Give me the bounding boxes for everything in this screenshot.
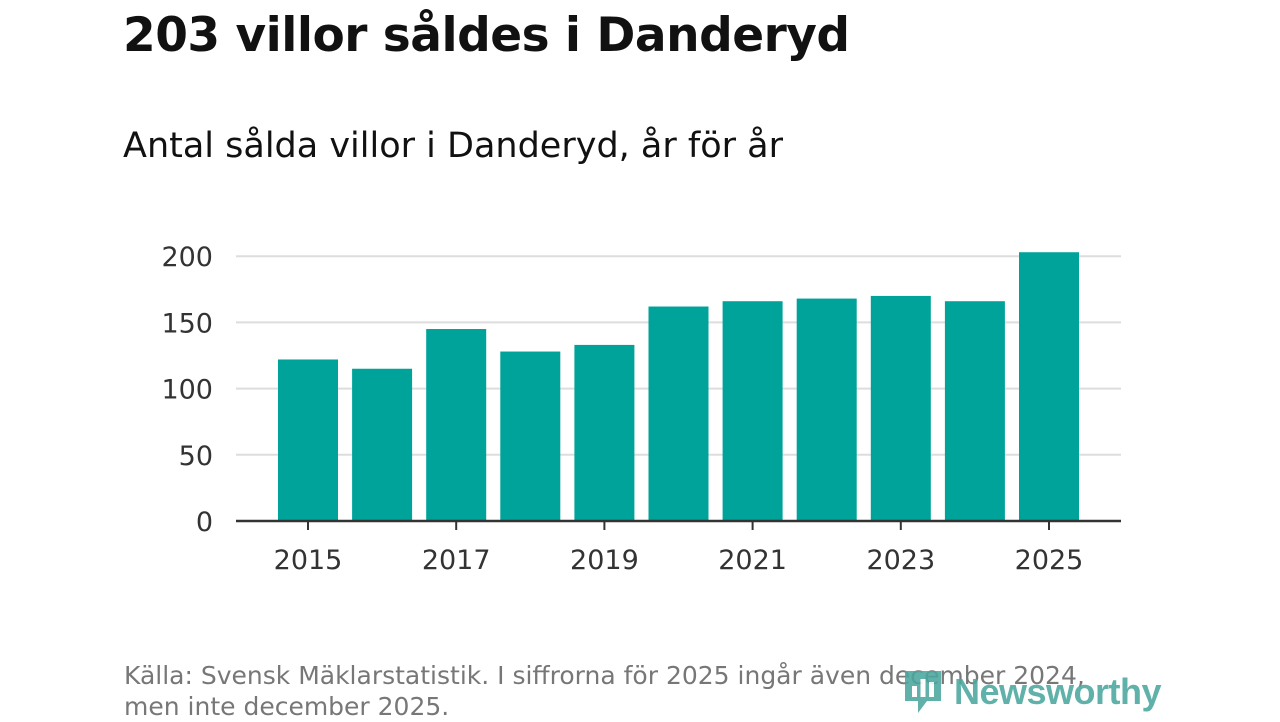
x-tick-label: 2015 [274, 545, 343, 576]
x-tick-label: 2023 [866, 545, 935, 576]
bar-2018 [500, 351, 561, 521]
y-tick-label: 50 [179, 441, 213, 472]
bar-chart: 0 50 100 150 200 2015 2017 2019 2021 2023 2025 [161, 242, 1121, 576]
chart-title: 203 villor såldes i Danderyd [123, 8, 850, 63]
bar-2016 [352, 368, 413, 521]
x-tick-label: 2021 [718, 545, 787, 576]
y-tick-label: 200 [161, 242, 213, 273]
bar-2022 [796, 298, 857, 521]
bar-2021 [722, 301, 783, 521]
bar-2019 [574, 344, 635, 521]
x-tick-label: 2019 [570, 545, 639, 576]
bar-2025 [1019, 252, 1079, 521]
bar-2017 [426, 329, 487, 521]
y-tick-label: 150 [161, 308, 213, 339]
y-tick-label: 0 [196, 507, 213, 538]
bar-chart-icon [905, 671, 941, 713]
logo-text: Newsworthy [954, 671, 1162, 712]
chart-subtitle: Antal sålda villor i Danderyd, år för år [123, 126, 783, 166]
bar-2023 [870, 295, 931, 521]
x-tick-label: 2017 [422, 545, 491, 576]
x-tick-label: 2025 [1015, 545, 1084, 576]
bar-2020 [648, 306, 709, 521]
bar-2015 [278, 359, 338, 521]
newsworthy-logo: Newsworthy [902, 668, 1162, 716]
y-tick-label: 100 [161, 375, 213, 406]
bar-2024 [944, 301, 1005, 521]
